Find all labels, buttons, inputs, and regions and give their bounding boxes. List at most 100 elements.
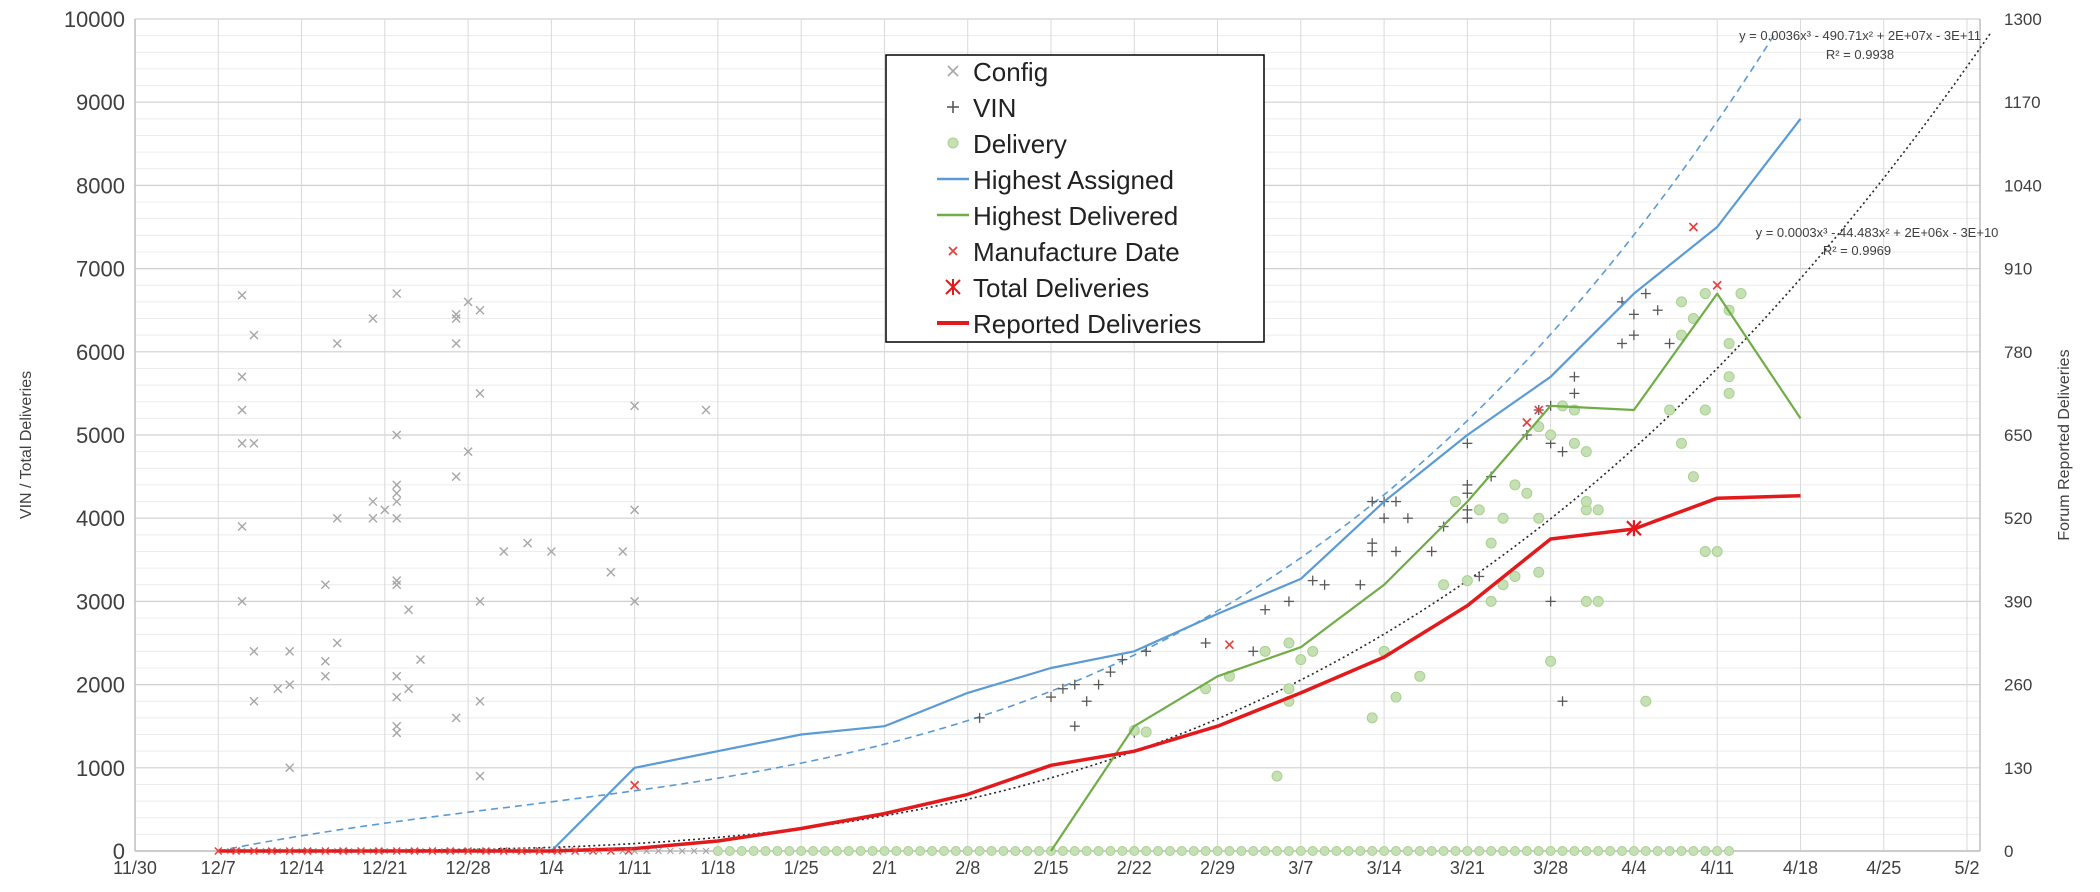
delivery-baseline-point (1307, 846, 1318, 856)
vin-point (1652, 305, 1663, 316)
delivery-point (1295, 654, 1307, 666)
y-tick-label: 1000 (76, 756, 125, 781)
scatter-layer (214, 222, 1747, 856)
delivery-baseline-point (1712, 846, 1723, 856)
vin-point (1355, 579, 1366, 590)
y2-axis-title: Forum Reported Deliveries (2056, 349, 2073, 540)
series-highest-delivered (1050, 292, 1802, 852)
delivery-point (1438, 579, 1450, 591)
manufacture-date-baseline-point (553, 847, 562, 855)
vin-point (1462, 438, 1473, 449)
config-point (320, 580, 330, 590)
config-point (618, 546, 628, 556)
delivery-baseline-point (1605, 846, 1616, 856)
delivery-baseline-point (1117, 846, 1128, 856)
delivery-baseline-point (1236, 846, 1247, 856)
vin-point (1093, 679, 1104, 690)
config-point (237, 522, 247, 532)
delivery-baseline-point (1022, 846, 1033, 856)
delivery-baseline-point (1486, 846, 1497, 856)
legend-highest-delivered-label: Highest Delivered (973, 201, 1178, 231)
delivery-point (1449, 496, 1461, 508)
legend-manufacture-date-label: Manufacture Date (973, 237, 1180, 267)
delivery-baseline-point (1260, 846, 1271, 856)
delivery-point (1485, 595, 1497, 607)
delivery-baseline-point (1569, 846, 1580, 856)
delivery-baseline-point (772, 846, 783, 856)
delivery-point (1283, 637, 1295, 649)
config-point (475, 388, 485, 398)
manufacture-date-baseline-point (571, 847, 580, 855)
config-point (523, 538, 533, 548)
delivery-point (1735, 288, 1747, 300)
config-point (332, 638, 342, 648)
delivery-point (1485, 537, 1497, 549)
x-tick-label: 1/4 (539, 858, 564, 878)
delivery-baseline-point (891, 846, 902, 856)
legend-vin-label: VIN (973, 93, 1016, 123)
config-point (451, 309, 461, 319)
manufacture-date-baseline-point (321, 847, 330, 855)
manufacture-date-baseline-point (464, 847, 473, 855)
x-tick-label: 4/18 (1783, 858, 1818, 878)
vin-point (1319, 579, 1330, 590)
delivery-point (1533, 566, 1545, 578)
vin-point (1569, 371, 1580, 382)
manufacture-date-baseline-point (392, 847, 401, 855)
delivery-baseline-point (843, 846, 854, 856)
delivery-baseline-point (831, 846, 842, 856)
config-point (546, 546, 556, 556)
y-tick-label: 10000 (64, 7, 125, 32)
config-point (463, 447, 473, 457)
delivery-baseline-point (1343, 846, 1354, 856)
manufacture-date-baseline-point (624, 847, 633, 855)
config-point (701, 405, 711, 415)
delivery-baseline-point (712, 846, 723, 856)
vin-point (1307, 575, 1318, 586)
x-tick-label: 12/21 (362, 858, 407, 878)
vin-point (1069, 721, 1080, 732)
config-point (392, 728, 402, 738)
delivery-baseline-point (1426, 846, 1437, 856)
legend-config-label: Config (973, 57, 1048, 87)
delivery-baseline-point (998, 846, 1009, 856)
config-point (237, 405, 247, 415)
config-point (237, 438, 247, 448)
blue-trendline-equation: y = 0.0036x³ - 490.71x² + 2E+07x - 3E+11 (1739, 28, 1981, 43)
x-tick-label: 3/28 (1533, 858, 1568, 878)
delivery-baseline-point (1652, 846, 1663, 856)
vin-point (1367, 546, 1378, 557)
vin-point (1462, 488, 1473, 499)
delivery-baseline-point (1533, 846, 1544, 856)
config-point (630, 505, 640, 515)
delivery-baseline-point (1105, 846, 1116, 856)
delivery-baseline-point (724, 846, 735, 856)
y-tick-label: 7000 (76, 257, 125, 282)
config-point (392, 289, 402, 299)
x-tick-label: 3/21 (1450, 858, 1485, 878)
delivery-baseline-point (1390, 846, 1401, 856)
config-point (332, 513, 342, 523)
delivery-baseline-point (962, 846, 973, 856)
delivery-point (1699, 404, 1711, 416)
vin-point (1557, 696, 1568, 707)
delivery-baseline-point (938, 846, 949, 856)
delivery-baseline-point (1617, 846, 1628, 856)
config-point (368, 314, 378, 324)
x-tick-label: 12/14 (279, 858, 324, 878)
delivery-baseline-point (1640, 846, 1651, 856)
delivery-baseline-point (748, 846, 759, 856)
delivery-baseline-point (1462, 846, 1473, 856)
legend-total-deliveries-label: Total Deliveries (973, 273, 1149, 303)
delivery-point (1414, 670, 1426, 682)
delivery-baseline-point (1355, 846, 1366, 856)
config-point (285, 680, 295, 690)
y-tick-label: 4000 (76, 506, 125, 531)
vin-point (1628, 309, 1639, 320)
vin-point (1260, 604, 1271, 615)
delivery-baseline-point (1450, 846, 1461, 856)
config-point (249, 438, 259, 448)
manufacture-date-baseline-point (232, 847, 241, 855)
legend-config-icon (947, 65, 959, 77)
delivery-point (1509, 570, 1521, 582)
